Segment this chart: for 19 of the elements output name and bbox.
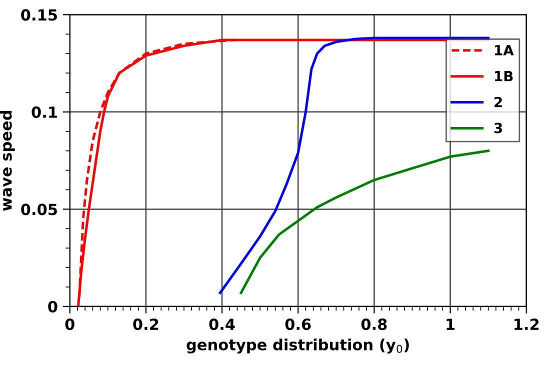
legend-label: 1B: [495, 71, 513, 82]
y-axis-title: wave speed: [0, 110, 15, 211]
y-tick-label: 0.05: [21, 204, 57, 216]
x-tick-label: 0.2: [133, 318, 158, 330]
x-axis-title: genotype distribution (y$_{0}$): [186, 338, 409, 354]
x-tick-label: 0.8: [361, 318, 387, 330]
y-tick-label: 0.15: [21, 9, 57, 21]
legend-label: 2: [494, 96, 502, 108]
x-tick-label: 1: [446, 318, 455, 330]
x-tick-label: 0.6: [285, 318, 311, 330]
x-tick-label: 1.2: [514, 318, 539, 330]
y-tick-label: 0.1: [32, 106, 57, 118]
x-tick-label: 0.4: [209, 318, 235, 330]
y-tick-label: 0: [48, 300, 58, 312]
legend-label: 3: [494, 122, 502, 134]
legend-label: 1A: [495, 45, 514, 56]
line-series: [218, 36, 490, 294]
line-series: [240, 150, 490, 294]
x-tick-label: 0: [65, 318, 74, 330]
